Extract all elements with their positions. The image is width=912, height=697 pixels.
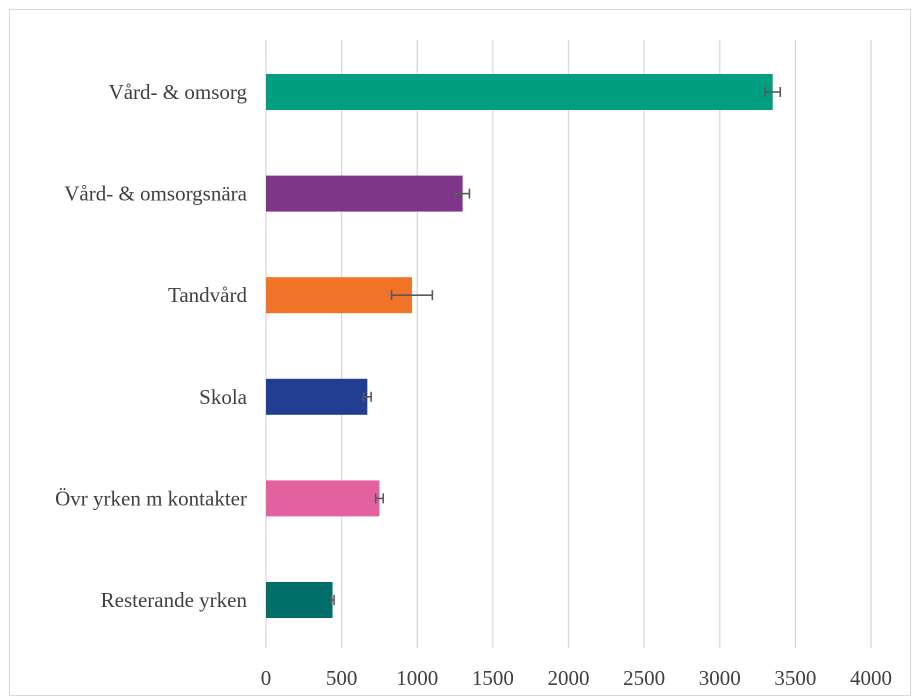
error-bar <box>362 391 372 402</box>
x-tick-label: 2000 <box>548 666 590 690</box>
bar <box>266 74 773 110</box>
x-tick-labels: 0 500 1000 1500 2000 2500 3000 3500 4000 <box>261 666 892 690</box>
x-tick-label: 3500 <box>774 666 816 690</box>
x-tick-label: 1000 <box>396 666 438 690</box>
chart-frame <box>9 9 911 696</box>
x-tick-label: 0 <box>261 666 272 690</box>
error-bar <box>390 290 434 301</box>
category-label: Resterande yrken <box>101 588 248 612</box>
error-bar <box>764 87 782 97</box>
error-bar <box>330 595 335 605</box>
error-bar <box>455 188 471 199</box>
error-bars <box>330 87 782 605</box>
x-tick-label: 4000 <box>850 666 892 690</box>
bar <box>266 175 463 212</box>
category-label: Vård- & omsorgsnära <box>64 182 247 206</box>
gridlines <box>265 40 872 648</box>
bar <box>266 277 412 314</box>
bars <box>266 74 773 618</box>
category-labels: Vård- & omsorg Vård- & omsorgsnära Tandvår… <box>55 80 248 612</box>
x-tick-label: 2500 <box>623 666 665 690</box>
x-tick-label: 3000 <box>699 666 741 690</box>
category-label: Tandvård <box>168 283 247 307</box>
category-label: Vård- & omsorg <box>109 80 248 104</box>
bar <box>266 378 368 415</box>
category-label: Övr yrken m kontakter <box>55 486 247 510</box>
x-tick-label: 1500 <box>472 666 514 690</box>
category-label: Skola <box>199 385 248 409</box>
bar <box>266 480 380 517</box>
error-bar <box>374 493 385 504</box>
x-tick-label: 500 <box>326 666 358 690</box>
bar <box>266 582 333 618</box>
